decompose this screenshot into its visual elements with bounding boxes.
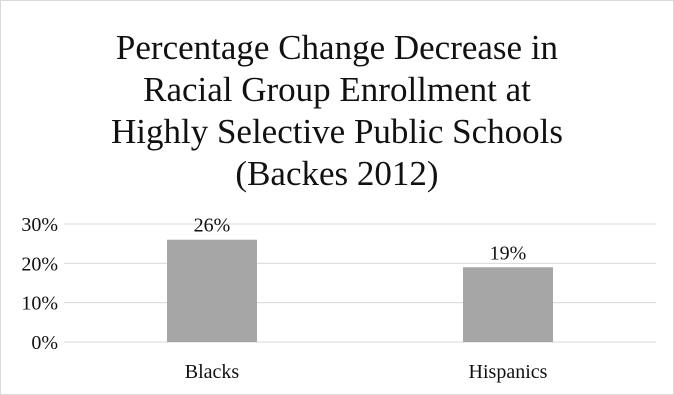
data-label: 19% [490, 242, 527, 264]
chart-title-line-3: Highly Selective Public Schools [110, 112, 564, 151]
y-tick-label: 30% [21, 214, 58, 236]
chart-title-line-1: Percentage Change Decrease in [115, 28, 559, 67]
x-category-label: Hispanics [469, 361, 548, 383]
chart-title-line-2: Racial Group Enrollment at [143, 70, 531, 109]
bar [463, 267, 553, 342]
chart-title: Percentage Change Decrease in Racial Gro… [1, 27, 673, 195]
chart-title-line-4: (Backes 2012) [235, 154, 439, 193]
x-category-label: Blacks [185, 361, 240, 383]
data-label: 26% [194, 215, 231, 237]
y-tick-label: 10% [21, 293, 58, 315]
bar [167, 239, 257, 342]
y-tick-label: 20% [21, 253, 58, 275]
y-tick-label: 0% [31, 332, 58, 354]
